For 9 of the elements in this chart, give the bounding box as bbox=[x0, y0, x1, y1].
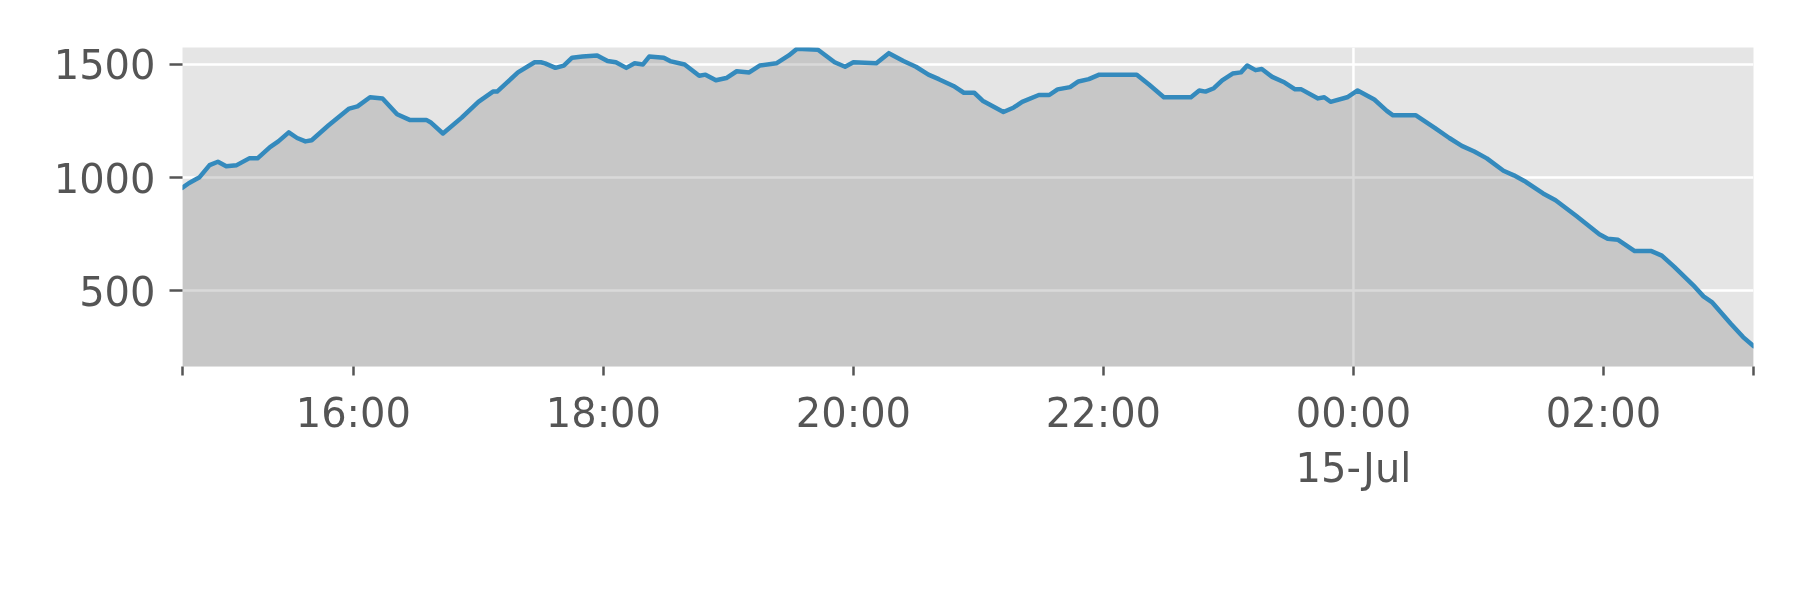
x-tick-label: 02:00 bbox=[1545, 389, 1662, 436]
x-tick-label: 00:00 15-Jul bbox=[1295, 389, 1412, 491]
y-tick-label: 1500 bbox=[53, 42, 156, 89]
y-tick-label: 1000 bbox=[53, 155, 156, 202]
x-tick-label: 16:00 bbox=[295, 389, 411, 436]
x-tick-label: 22:00 bbox=[1045, 389, 1162, 436]
x-tick-label: 18:00 bbox=[545, 389, 662, 436]
x-tick-label: 20:00 bbox=[795, 389, 912, 436]
y-tick-label: 500 bbox=[79, 268, 156, 315]
